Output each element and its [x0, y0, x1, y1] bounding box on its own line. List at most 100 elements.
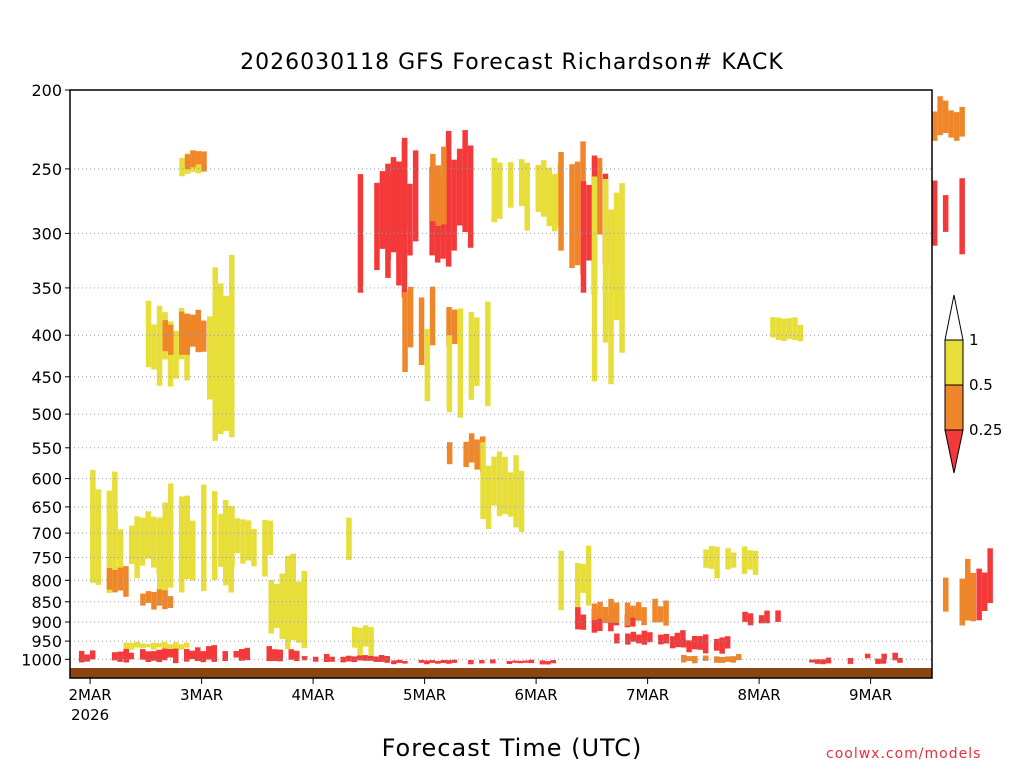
heatmap-cell — [229, 507, 235, 568]
heatmap-cell — [340, 656, 346, 663]
heatmap-cell — [424, 328, 431, 402]
heatmap-cell — [262, 520, 268, 577]
heatmap-cell — [948, 110, 954, 138]
heatmap-cell — [145, 511, 151, 559]
heatmap-cell — [301, 571, 307, 649]
heatmap-cell — [703, 549, 709, 568]
heatmap-cell — [279, 573, 285, 640]
heatmap-cell — [497, 162, 503, 219]
heatmap-cell — [294, 650, 300, 662]
heatmap-cell — [702, 634, 709, 654]
heatmap-cell — [591, 608, 598, 633]
heatmap-cell — [418, 297, 425, 365]
y-tick-label: 950 — [31, 632, 62, 651]
heatmap-cell — [686, 656, 692, 661]
heatmap-cell — [189, 650, 195, 660]
heatmap-cell — [200, 651, 206, 663]
heatmap-cell — [218, 283, 224, 435]
legend-label: 0.25 — [969, 421, 1002, 439]
heatmap-cell — [703, 655, 709, 661]
heatmap-cell — [608, 209, 614, 385]
heatmap-cell — [480, 442, 486, 519]
heatmap-cell — [770, 317, 776, 338]
heatmap-cell — [346, 517, 352, 560]
heatmap-cell — [151, 592, 157, 610]
heatmap-cell — [446, 442, 453, 465]
heatmap-cell — [636, 634, 642, 644]
heatmap-cell — [775, 610, 781, 622]
credit-link[interactable]: coolwx.com/models — [826, 746, 982, 762]
heatmap-cell — [179, 496, 185, 593]
heatmap-cell — [429, 286, 436, 346]
heatmap-cell — [970, 572, 976, 622]
heatmap-cell — [429, 660, 436, 663]
heatmap-cell — [641, 630, 648, 645]
heatmap-cell — [345, 655, 352, 662]
heatmap-cell — [569, 164, 575, 268]
y-tick-label: 750 — [31, 549, 62, 568]
heatmap-cell — [234, 518, 241, 554]
heatmap-cell — [468, 433, 475, 463]
heatmap-cell — [619, 183, 625, 353]
heatmap-cell — [462, 130, 468, 232]
heatmap-cell — [681, 654, 687, 663]
heatmap-cell — [976, 568, 982, 621]
y-tick-label: 800 — [31, 571, 62, 590]
heatmap-cell — [84, 654, 90, 662]
heatmap-cell — [456, 148, 463, 226]
heatmap-cell — [162, 641, 168, 649]
legend-swatch — [944, 339, 964, 386]
heatmap-cell — [290, 553, 296, 641]
heatmap-cell — [78, 650, 85, 663]
heatmap-cell — [139, 517, 146, 566]
heatmap-cell — [506, 661, 513, 664]
legend-label: 0.5 — [969, 376, 993, 394]
heatmap-cell — [184, 495, 190, 580]
y-tick-label: 500 — [31, 405, 62, 424]
heatmap-cell — [374, 182, 380, 271]
heatmap-cell — [240, 519, 246, 564]
heatmap-cell — [550, 660, 557, 664]
heatmap-cell — [128, 652, 134, 660]
y-tick-label: 850 — [31, 593, 62, 612]
heatmap-cell — [162, 502, 168, 600]
heatmap-cell — [301, 656, 308, 661]
heatmap-cell — [680, 630, 686, 643]
x-axis: 2MAR 3MAR 4MAR 5MAR 6MAR 7MAR 8MAR 9MAR 2026 — [69, 678, 892, 724]
heatmap-cell — [145, 300, 152, 368]
heatmap-cell — [239, 649, 245, 661]
heatmap-cells — [78, 96, 993, 665]
heatmap-cell — [268, 580, 274, 634]
heatmap-cell — [797, 324, 804, 342]
heatmap-cell — [931, 111, 938, 141]
heatmap-cell — [167, 644, 173, 649]
heatmap-cell — [457, 308, 464, 418]
heatmap-cell — [179, 157, 185, 177]
x-tick-label: 7MAR — [626, 686, 669, 704]
heatmap-cell — [296, 581, 302, 643]
heatmap-cell — [786, 318, 793, 339]
heatmap-cell — [880, 658, 887, 664]
heatmap-cell — [90, 469, 96, 583]
x-tick-label: 3MAR — [180, 686, 223, 704]
heatmap-cell — [719, 637, 725, 654]
heatmap-cell — [179, 311, 185, 355]
heatmap-cell — [474, 439, 480, 470]
heatmap-cell — [725, 548, 731, 570]
heatmap-cell — [117, 651, 123, 662]
heatmap-cell — [775, 317, 782, 340]
heatmap-cell — [730, 656, 736, 663]
heatmap-cell — [518, 470, 525, 532]
heatmap-cell — [675, 640, 681, 648]
heatmap-cell — [446, 660, 452, 664]
heatmap-cell — [451, 309, 458, 344]
heatmap-cell — [491, 157, 497, 223]
heatmap-cell — [446, 307, 452, 346]
heatmap-cell — [669, 636, 676, 649]
heatmap-cell — [507, 472, 514, 517]
heatmap-cell — [597, 601, 603, 619]
heatmap-cell — [145, 591, 152, 603]
heatmap-cell — [463, 441, 469, 468]
heatmap-cell — [274, 583, 280, 628]
x-tick-label: 4MAR — [292, 686, 335, 704]
